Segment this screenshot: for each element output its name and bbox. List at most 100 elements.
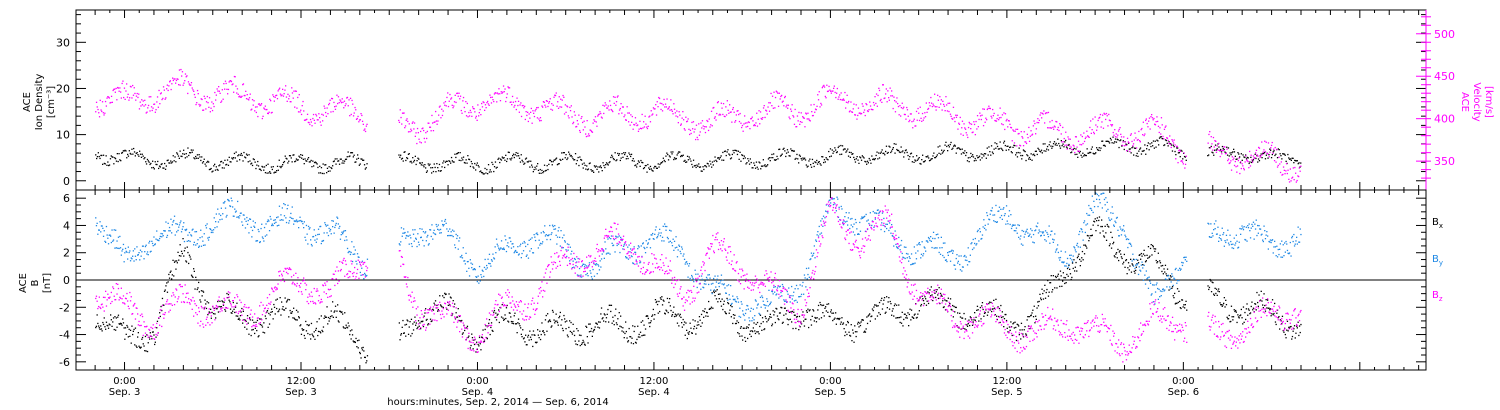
- by-point: [304, 236, 306, 238]
- velocity-point: [1282, 166, 1285, 168]
- by-point: [124, 252, 126, 254]
- density-point: [653, 167, 655, 169]
- bx-point: [642, 334, 644, 336]
- density-point: [1133, 154, 1135, 156]
- by-point: [242, 224, 244, 226]
- velocity-point: [868, 109, 870, 111]
- density-point: [872, 158, 875, 160]
- velocity-point: [1112, 131, 1114, 134]
- velocity-point: [1078, 150, 1080, 152]
- velocity-point: [346, 96, 349, 99]
- density-point: [823, 159, 826, 161]
- by-point: [263, 226, 266, 229]
- bx-point: [1115, 252, 1118, 254]
- bx-point: [1138, 254, 1140, 256]
- velocity-point: [236, 88, 239, 90]
- bx-point: [1060, 275, 1062, 277]
- density-point: [838, 145, 840, 147]
- density-point: [446, 160, 448, 162]
- velocity-point: [1013, 130, 1015, 132]
- velocity-point: [444, 104, 446, 106]
- velocity-point: [107, 96, 110, 98]
- velocity-point: [777, 92, 779, 94]
- density-point: [543, 170, 545, 173]
- bx-point: [366, 360, 368, 362]
- velocity-point: [1054, 126, 1056, 128]
- bx-point: [691, 332, 693, 334]
- density-point: [688, 156, 690, 158]
- velocity-point: [506, 93, 508, 95]
- bx-point: [498, 321, 500, 324]
- bx-point: [454, 318, 457, 320]
- density-point: [1130, 152, 1132, 154]
- density-point: [258, 168, 261, 170]
- bx-point: [1208, 286, 1211, 289]
- velocity-point: [418, 138, 420, 140]
- bx-point: [1124, 266, 1126, 268]
- density-point: [1177, 147, 1179, 149]
- by-point: [164, 230, 166, 232]
- bx-point: [139, 347, 142, 349]
- density-point: [791, 149, 794, 152]
- velocity-point: [745, 126, 747, 128]
- bx-point: [245, 320, 247, 322]
- bx-point: [1034, 322, 1036, 324]
- by-point: [271, 224, 273, 227]
- by-point: [269, 215, 271, 218]
- density-point: [761, 165, 764, 167]
- density-point: [119, 159, 121, 161]
- velocity-point: [902, 107, 904, 110]
- bx-point: [1100, 225, 1102, 228]
- velocity-tick-label: 500: [1434, 28, 1455, 41]
- density-point: [1233, 151, 1236, 153]
- velocity-point: [944, 110, 946, 112]
- density-point: [1138, 150, 1140, 152]
- bx-point: [119, 323, 121, 325]
- density-point: [289, 155, 292, 157]
- velocity-point: [756, 125, 759, 127]
- density-point: [220, 160, 223, 163]
- velocity-point: [1233, 157, 1235, 159]
- density-point: [584, 164, 586, 166]
- bx-point: [177, 251, 179, 253]
- bx-point: [360, 357, 362, 359]
- velocity-point: [533, 112, 535, 114]
- density-point: [847, 155, 850, 157]
- velocity-point: [680, 123, 682, 125]
- density-point: [574, 159, 576, 161]
- bx-point: [408, 326, 410, 328]
- density-point: [1090, 148, 1093, 150]
- velocity-point: [949, 102, 951, 104]
- velocity-point: [1233, 164, 1236, 167]
- bx-point: [361, 347, 363, 349]
- bx-point: [320, 315, 322, 317]
- bx-point: [915, 317, 918, 319]
- bx-point: [805, 318, 807, 320]
- density-point: [918, 157, 920, 159]
- density-point: [492, 163, 494, 166]
- density-point: [302, 158, 304, 160]
- density-point: [1164, 144, 1166, 146]
- velocity-point: [579, 129, 581, 132]
- density-point: [1015, 154, 1017, 156]
- density-point: [115, 160, 118, 162]
- bx-point: [409, 321, 411, 323]
- density-point: [605, 162, 608, 164]
- velocity-point: [1109, 120, 1111, 122]
- velocity-point: [1052, 126, 1054, 128]
- bx-point: [1179, 307, 1181, 309]
- velocity-point: [1119, 127, 1121, 129]
- density-point: [665, 155, 667, 157]
- density-point: [1226, 154, 1229, 156]
- bx-point: [471, 333, 473, 335]
- density-point: [309, 161, 311, 163]
- bx-point: [499, 306, 501, 309]
- bx-point: [798, 329, 800, 331]
- velocity-point: [167, 89, 169, 92]
- density-point: [555, 157, 558, 159]
- density-point: [401, 157, 404, 159]
- velocity-point: [1005, 120, 1007, 122]
- bx-point: [835, 323, 837, 325]
- density-point: [509, 158, 511, 160]
- velocity-point: [848, 111, 851, 113]
